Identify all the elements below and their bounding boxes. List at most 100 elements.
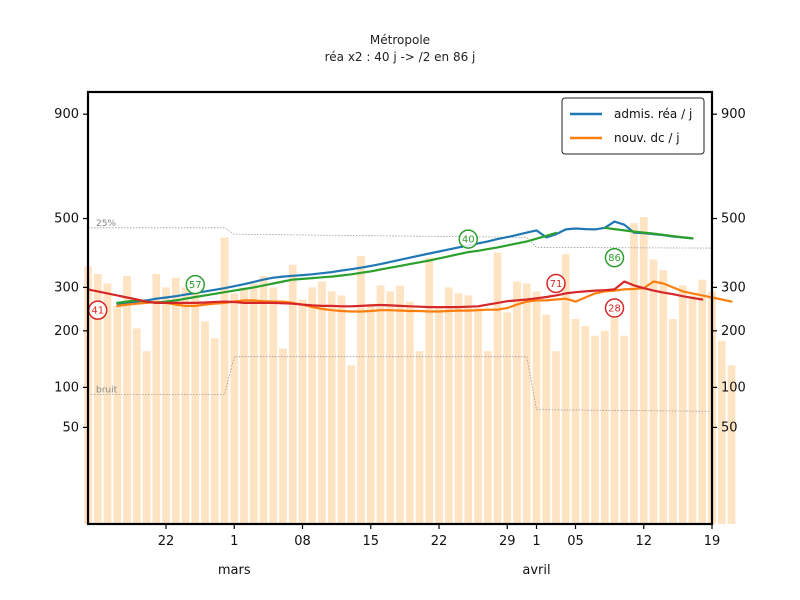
bar — [279, 348, 287, 524]
bar — [93, 273, 102, 524]
bar — [230, 293, 239, 524]
bar — [454, 293, 463, 524]
bar — [678, 285, 687, 524]
y-tick-label: 50 — [62, 420, 79, 435]
bar — [210, 338, 219, 524]
x-tick-label: 15 — [362, 534, 379, 549]
marker-label: 28 — [608, 304, 621, 315]
marker-circle — [546, 273, 566, 294]
bar — [191, 283, 200, 524]
bar — [493, 252, 502, 525]
bar — [425, 257, 434, 524]
bar — [162, 287, 170, 524]
bar — [357, 255, 365, 524]
x-tick-label: 29 — [499, 534, 516, 549]
bar — [620, 335, 629, 524]
bar — [522, 283, 531, 524]
bar — [600, 330, 609, 524]
marker: 40 — [458, 229, 478, 249]
bar — [288, 264, 297, 524]
x-tick-label: 05 — [567, 534, 584, 549]
marker: 57 — [185, 274, 205, 295]
bar — [376, 285, 385, 524]
bar — [464, 295, 473, 524]
reference-line-label: 25% — [96, 219, 116, 229]
bar — [405, 301, 414, 524]
marker-circle — [185, 274, 205, 295]
marker-circle — [604, 298, 625, 318]
bar — [298, 299, 307, 524]
bar — [181, 287, 190, 524]
bar — [561, 254, 570, 525]
series-line — [603, 226, 694, 240]
bars-layer — [84, 217, 736, 525]
bar — [396, 285, 404, 524]
y-tick-label: 900 — [721, 107, 746, 122]
bar — [240, 287, 248, 524]
bar — [103, 283, 112, 524]
bar — [259, 275, 268, 524]
bar — [659, 270, 668, 524]
y-tick-label: 500 — [721, 212, 746, 227]
bar — [610, 312, 619, 524]
month-label: mars — [218, 563, 251, 578]
reference-line — [88, 227, 713, 249]
x-tick-label: 1 — [532, 534, 540, 549]
bar — [581, 326, 590, 524]
bar — [483, 351, 492, 524]
bar — [337, 295, 346, 524]
y-tick-label: 900 — [54, 107, 79, 122]
y-tick-label: 100 — [54, 380, 79, 395]
marker-label: 71 — [550, 279, 563, 290]
bar — [435, 308, 443, 524]
y-axis-left: 50 100 200 300 500 900 — [54, 107, 88, 435]
series-line — [116, 280, 733, 313]
bar — [630, 223, 638, 524]
bar — [269, 287, 278, 524]
bar — [688, 295, 697, 524]
bar — [591, 335, 599, 524]
bar — [201, 321, 209, 524]
marker: 86 — [604, 247, 625, 268]
bar — [113, 305, 122, 524]
x-tick-label: 12 — [635, 534, 652, 549]
bar — [220, 237, 229, 525]
series-line — [86, 280, 704, 309]
y-tick-label: 200 — [721, 324, 746, 339]
y-tick-label: 50 — [721, 420, 738, 435]
marker: 71 — [546, 273, 566, 294]
bar — [142, 351, 151, 524]
marker-label: 40 — [462, 235, 475, 246]
bar — [542, 314, 551, 524]
bar — [386, 291, 395, 524]
series-line — [116, 231, 558, 304]
bar — [152, 273, 161, 524]
bar — [649, 259, 658, 524]
bar — [308, 287, 317, 524]
x-tick-label: 22 — [158, 534, 175, 549]
bar — [249, 283, 258, 524]
marker-label: 57 — [189, 280, 202, 291]
bar — [132, 328, 141, 524]
marker-circle — [604, 247, 625, 268]
y-tick-label: 200 — [54, 324, 79, 339]
marker-label: 86 — [608, 253, 621, 264]
legend-label: nouv. dc / j — [614, 131, 680, 145]
bar — [571, 319, 580, 524]
bar — [717, 340, 726, 524]
legend-label: admis. réa / j — [614, 107, 692, 121]
bar — [327, 291, 336, 524]
marker-circle — [458, 229, 478, 249]
markers-layer: 41 57 40 71 86 28 — [88, 229, 625, 320]
plot-frame — [86, 90, 714, 526]
reference-line — [88, 356, 713, 412]
bar — [513, 281, 521, 524]
bar — [444, 287, 453, 524]
marker-label: 41 — [91, 306, 104, 317]
bar — [639, 217, 648, 524]
reference-lines-layer: 25% bruit — [88, 219, 713, 412]
bar — [698, 279, 707, 524]
reference-line-label: bruit — [96, 385, 118, 395]
bar — [669, 319, 677, 524]
